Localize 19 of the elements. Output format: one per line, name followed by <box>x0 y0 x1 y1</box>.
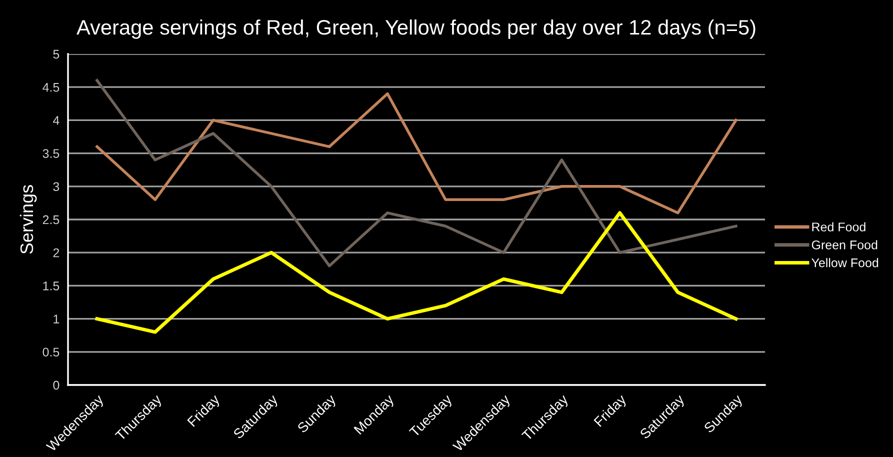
line-series <box>96 79 738 268</box>
y-tick-label: 0.5 <box>42 348 60 357</box>
y-tick-label: 2 <box>53 248 60 258</box>
y-tick-label: 4.5 <box>42 83 60 92</box>
y-tick-label: 3.5 <box>42 149 60 158</box>
line-series <box>96 92 738 214</box>
line-series <box>95 211 738 334</box>
y-tick-label: 5 <box>53 50 60 59</box>
y-tick-label: 1.5 <box>43 282 60 290</box>
y-axis-title: Servings <box>20 185 37 254</box>
legend-label: Red Food <box>812 222 866 232</box>
y-tick-label: 2.5 <box>42 215 60 224</box>
legend-label: Green Food <box>812 240 878 250</box>
chart-title: Average servings of Red, Green, Yellow foods per day over 12 days (n=5) <box>76 19 756 39</box>
y-tick-label: 1 <box>54 314 60 324</box>
y-tick-label: 0 <box>53 380 60 390</box>
legend-label: Yellow Food <box>812 258 878 268</box>
y-tick-label: 4 <box>53 116 60 125</box>
y-tick-label: 3 <box>53 182 60 192</box>
